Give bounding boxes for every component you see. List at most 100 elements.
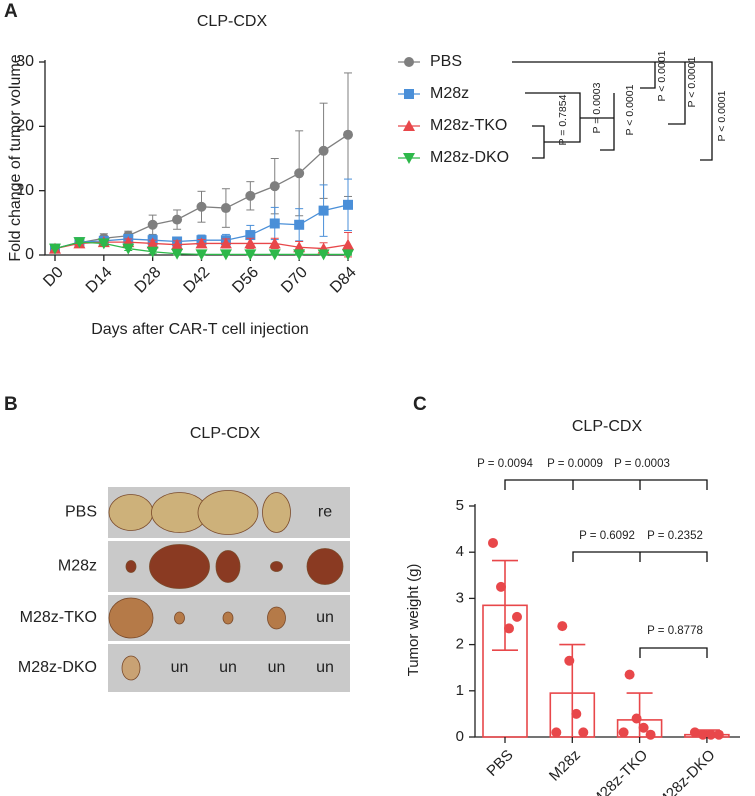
marker: [342, 249, 354, 261]
x-tick-label: M28z-DKO: [654, 747, 718, 796]
tumor: [108, 494, 154, 531]
p-value: P = 0.7854: [557, 94, 569, 145]
marker: [317, 249, 330, 261]
legend-marker: [403, 153, 415, 164]
tumor: [108, 597, 154, 639]
marker: [268, 237, 281, 249]
legend-marker: [404, 57, 414, 67]
row-label: M28z-TKO: [20, 609, 97, 626]
p-value: P < 0.0001: [716, 90, 728, 141]
tumor: [306, 548, 344, 585]
y-tick-label: 0: [456, 728, 464, 745]
data-point: [713, 729, 724, 740]
bracket: [504, 479, 708, 490]
tumor: [149, 544, 210, 589]
p-value: P = 0.2352: [647, 530, 703, 542]
tumor: [174, 611, 185, 625]
p-value: P < 0.0001: [624, 84, 636, 135]
p-value: P < 0.0001: [656, 50, 668, 101]
bracket: [572, 551, 708, 562]
x-tick-label: D0: [40, 264, 67, 291]
y-tick-label: 3: [456, 589, 464, 606]
y-tick-label: 5: [456, 497, 464, 514]
data-point: [697, 729, 708, 740]
marker: [171, 238, 184, 250]
x-tick-label: D84: [327, 264, 360, 297]
marker: [171, 248, 184, 260]
legend-label: M28z-DKO: [430, 149, 509, 166]
marker: [343, 199, 353, 210]
chart-title: CLP-CDX: [572, 418, 643, 435]
data-point: [557, 621, 568, 632]
marker: [318, 205, 329, 216]
data-point: [488, 537, 498, 548]
panel-label: B: [4, 394, 18, 415]
data-point: [638, 722, 649, 733]
marker: [97, 238, 110, 250]
y-tick-label: 20: [16, 118, 34, 135]
marker: [245, 190, 256, 201]
bracket: [525, 92, 581, 143]
bracket: [512, 61, 713, 161]
tumor: [197, 490, 259, 535]
marker: [219, 237, 232, 249]
y-tick-label: 1: [456, 682, 464, 699]
y-tick-label: 0: [25, 246, 34, 263]
marker: [294, 168, 305, 179]
cell-note: un: [219, 659, 237, 676]
cell-note: un: [316, 659, 334, 676]
x-tick-label: M28z: [546, 747, 584, 785]
cell-note: un: [316, 609, 334, 626]
marker: [196, 201, 207, 212]
marker: [294, 219, 305, 230]
marker: [146, 246, 159, 258]
y-tick-label: 10: [16, 182, 34, 199]
marker: [269, 218, 280, 229]
photo-row: [108, 644, 350, 692]
significance-brackets: [512, 61, 713, 161]
row-label: M28z-DKO: [18, 659, 97, 676]
marker: [195, 237, 208, 249]
data-point: [618, 727, 629, 738]
bracket: [580, 93, 615, 151]
marker: [342, 238, 354, 250]
legend-label: M28z-TKO: [430, 117, 507, 134]
panel-label: A: [4, 1, 18, 22]
legend-marker: [404, 89, 414, 99]
data-point: [504, 623, 514, 634]
data-point: [578, 727, 589, 738]
marker: [220, 203, 231, 214]
data-point: [512, 611, 522, 622]
x-tick-label: D56: [229, 264, 262, 297]
data-point: [551, 727, 562, 738]
marker: [269, 181, 280, 192]
data-point: [705, 729, 716, 740]
marker: [244, 249, 257, 261]
error-bar: [492, 559, 518, 651]
tumor: [121, 655, 141, 681]
p-value: P < 0.0001: [686, 56, 698, 107]
marker: [219, 249, 232, 261]
x-tick-label: D14: [83, 264, 116, 297]
panel-label: C: [413, 394, 427, 415]
y-tick-label: 30: [16, 53, 34, 70]
bracket: [532, 125, 552, 159]
cell-note: un: [171, 659, 189, 676]
tumor: [262, 492, 291, 533]
p-value: P = 0.0094: [477, 458, 533, 470]
data-point: [571, 708, 582, 719]
row-label: M28z: [58, 558, 97, 575]
y-tick-label: 2: [456, 636, 464, 653]
p-value: P = 0.6092: [579, 530, 635, 542]
p-value: P = 0.0003: [614, 458, 670, 470]
marker: [73, 237, 86, 249]
tumor: [222, 611, 234, 625]
x-tick-label: PBS: [483, 747, 516, 780]
axis: [44, 60, 352, 256]
p-value: P = 0.0003: [591, 82, 603, 133]
chart-title: CLP-CDX: [197, 13, 268, 30]
y-axis-label: Fold change of tumor volume: [7, 54, 24, 261]
data-point: [631, 713, 642, 724]
row-label: PBS: [65, 504, 97, 521]
legend-label: M28z: [430, 85, 469, 102]
